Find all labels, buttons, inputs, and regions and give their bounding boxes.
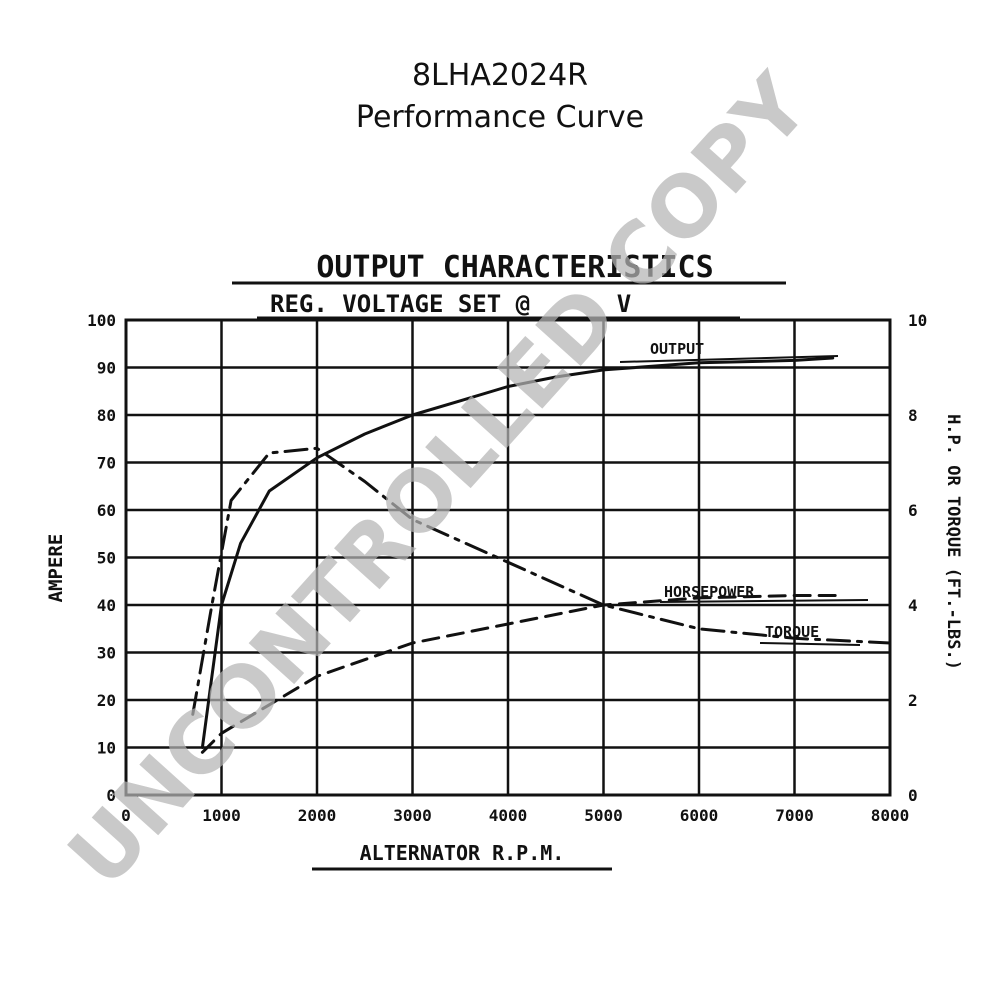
grid-layer <box>124 318 892 797</box>
y2-tick-label: 2 <box>908 691 918 710</box>
watermark: UNCONTROLLED COPY <box>49 55 828 905</box>
y-tick-label: 80 <box>97 406 116 425</box>
series-label-torque: TORQUE <box>765 623 819 641</box>
y-tick-label: 100 <box>87 311 116 330</box>
page-title: 8LHA2024R <box>411 58 589 93</box>
x-tick-label: 6000 <box>680 806 719 825</box>
y-tick-label: 90 <box>97 359 116 378</box>
y-tick-label: 20 <box>97 691 116 710</box>
y2-axis-label: H.P. OR TORQUE (FT.-LBS.) <box>943 414 963 670</box>
y-tick-label: 0 <box>106 786 116 805</box>
y-axis-label: AMPERE <box>45 534 67 603</box>
y2-tick-label: 10 <box>908 311 927 330</box>
y2-tick-label: 0 <box>908 786 918 805</box>
y2-tick-label: 6 <box>908 501 918 520</box>
x-tick-label: 4000 <box>489 806 528 825</box>
series-label-output: OUTPUT <box>650 340 704 358</box>
plot-frame <box>124 318 892 797</box>
series-label-layer: OUTPUT HORSEPOWER TORQUE <box>619 340 869 646</box>
y-tick-label: 40 <box>97 596 116 615</box>
y-tick-label: 70 <box>97 454 116 473</box>
y2-tick-label: 8 <box>908 406 918 425</box>
y-tick-label: 10 <box>97 739 116 758</box>
series-layer <box>191 356 892 754</box>
series-label-underline <box>759 642 861 646</box>
series-label-underline <box>619 355 839 363</box>
x-tick-label: 3000 <box>393 806 432 825</box>
y-tick-label: 30 <box>97 644 116 663</box>
series-line-output <box>200 356 835 749</box>
x-tick-label: 2000 <box>298 806 337 825</box>
x-tick-label: 8000 <box>871 806 910 825</box>
series-line-torque <box>191 446 892 716</box>
series-label-horsepower: HORSEPOWER <box>664 583 755 601</box>
y2-tick-label: 4 <box>908 596 918 615</box>
y-tick-label: 50 <box>97 549 116 568</box>
series-line-horsepower <box>200 594 844 754</box>
x-tick-label: 7000 <box>775 806 814 825</box>
x-axis-label: ALTERNATOR R.P.M. <box>360 841 565 865</box>
y-tick-label: 60 <box>97 501 116 520</box>
chart-title: OUTPUT CHARACTERISTICS <box>316 250 713 285</box>
x-tick-label: 0 <box>121 806 131 825</box>
page-subtitle: Performance Curve <box>355 100 645 135</box>
chart-subtitle: REG. VOLTAGE SET @ V <box>270 290 631 318</box>
series-label-underline <box>659 599 869 603</box>
x-tick-label: 5000 <box>584 806 623 825</box>
x-tick-label: 1000 <box>202 806 241 825</box>
